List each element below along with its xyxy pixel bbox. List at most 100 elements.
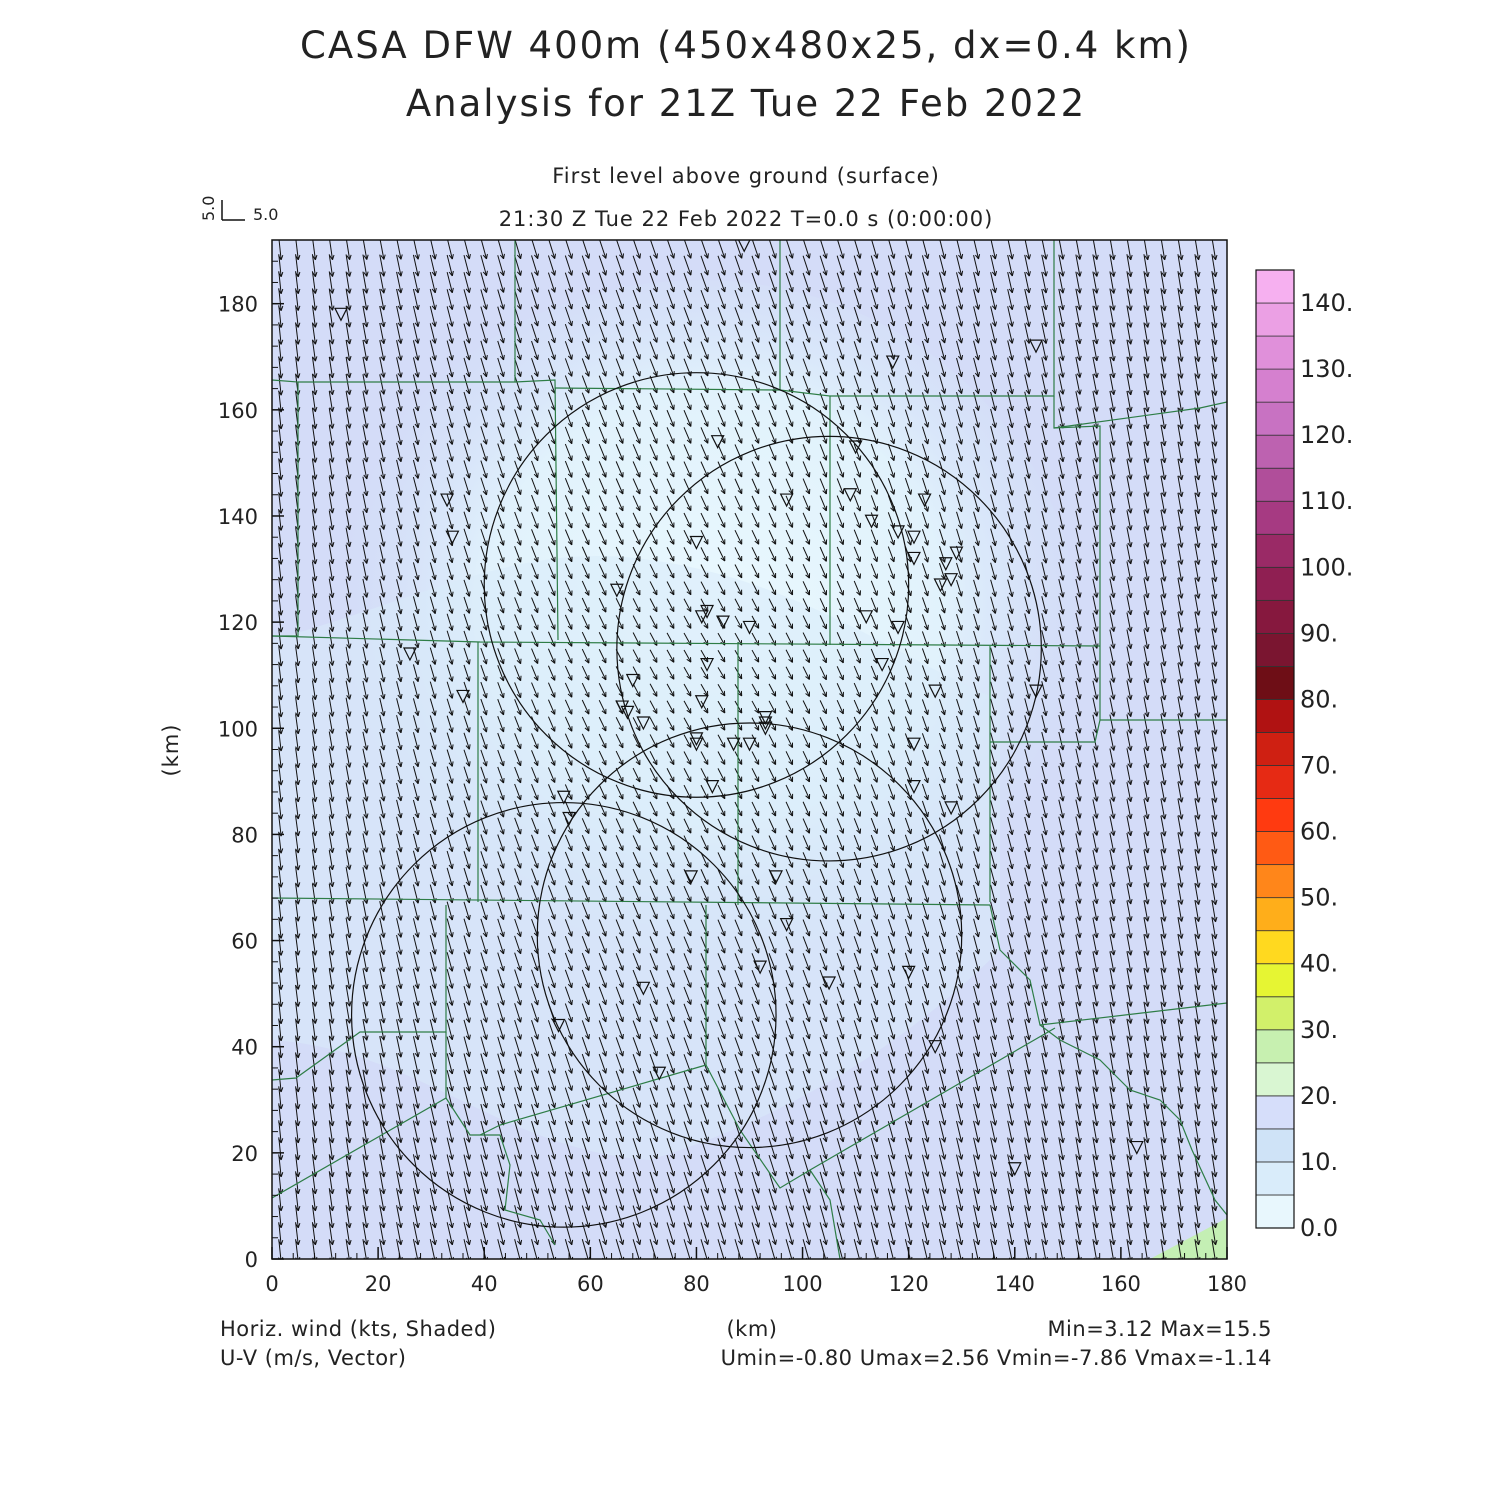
time-label: 21:30 Z Tue 22 Feb 2022 T=0.0 s (0:00:00… [499, 207, 994, 231]
wind-vector [328, 408, 335, 429]
x-tick-label: 140 [995, 1272, 1035, 1296]
wind-vector [345, 917, 352, 939]
wind-vector [328, 1137, 335, 1161]
wind-vector [311, 680, 318, 700]
wind-vector [345, 731, 352, 751]
wind-vector [345, 697, 352, 717]
wind-vector [311, 984, 318, 1007]
wind-vector [295, 917, 301, 939]
wind-vector [295, 1069, 301, 1093]
wind-vector [311, 1086, 318, 1110]
wind-vector [311, 917, 318, 939]
wind-vector [295, 680, 301, 701]
wind-vector [328, 527, 335, 548]
colorbar-swatch [1255, 864, 1295, 899]
wind-vector [278, 950, 284, 973]
wind-vector [345, 968, 352, 990]
wind-vector [278, 747, 284, 769]
wind-vector [295, 356, 301, 379]
wind-vector [278, 544, 284, 565]
wind-vector [295, 832, 301, 854]
wind-vector [311, 1001, 318, 1024]
wind-vector [295, 339, 301, 362]
wind-vector [311, 1035, 318, 1059]
x-tick-label: 120 [889, 1272, 929, 1296]
wind-vector [311, 968, 318, 990]
wind-vector [345, 1035, 352, 1058]
wind-vector [345, 408, 352, 429]
wind-vector [345, 527, 352, 548]
wind-vector [345, 561, 352, 581]
wind-vector [311, 731, 318, 751]
x-tick-label: 100 [783, 1272, 823, 1296]
wind-vector [328, 288, 335, 311]
wind-vector [311, 288, 318, 311]
wind-vector [311, 1222, 318, 1246]
wind-vector [311, 476, 318, 497]
wind-vector [278, 526, 284, 548]
wind-vector [278, 1205, 284, 1229]
wind-vector [295, 900, 301, 922]
wind-vector [295, 271, 301, 295]
wind-vector [328, 900, 335, 922]
colorbar-swatch [1255, 434, 1295, 469]
wind-vector [278, 663, 284, 684]
wind-vector [311, 612, 318, 633]
colorbar-swatch [1255, 566, 1295, 601]
wind-vector [295, 1171, 301, 1195]
wind-vector [345, 1069, 352, 1092]
wind-vector [278, 458, 284, 480]
colorbar-swatch [1255, 401, 1295, 436]
x-tick-label: 160 [1101, 1272, 1141, 1296]
wind-vector [278, 1086, 284, 1110]
wind-vector [295, 765, 301, 786]
wind-vector [311, 527, 318, 548]
wind-vector [345, 544, 352, 564]
wind-vector [295, 663, 301, 684]
wind-vector [345, 985, 352, 1007]
wind-vector [328, 544, 335, 565]
wind-vector [295, 1188, 301, 1212]
wind-vector [345, 866, 352, 887]
colorbar-swatch [1255, 699, 1295, 733]
wind-vector [295, 1103, 301, 1127]
wind-vector [278, 561, 284, 582]
wind-vector [328, 951, 335, 973]
wind-vector [311, 934, 318, 956]
wind-vector [345, 934, 352, 956]
wind-vector [278, 1103, 284, 1127]
wind-vector [328, 1154, 335, 1178]
footer-field-label: Horiz. wind (kts, Shaded) [220, 1317, 496, 1341]
colorbar-swatch [1255, 632, 1295, 667]
wind-vector [278, 407, 284, 430]
colorbar-swatch [1255, 500, 1295, 535]
wind-vector [278, 271, 284, 295]
wind-vector [328, 1171, 335, 1195]
wind-vector [345, 765, 352, 785]
wind-vector [345, 612, 352, 632]
wind-vector [329, 240, 335, 261]
wind-vector [278, 595, 284, 616]
colorbar-swatch [1255, 666, 1295, 700]
wind-vector [328, 561, 335, 582]
wind-vector [328, 305, 335, 328]
wind-vector [295, 629, 301, 650]
wind-vector [328, 390, 335, 412]
colorbar-label: 0.0 [1300, 1214, 1338, 1242]
wind-vector [278, 646, 284, 667]
wind-vector [345, 1154, 352, 1178]
wind-vector [328, 680, 335, 700]
colorbar-swatch [1255, 1161, 1295, 1196]
wind-vector [328, 1052, 335, 1075]
wind-vector [278, 1188, 284, 1212]
wind-vector [345, 714, 352, 734]
wind-vector [295, 748, 301, 769]
wind-vectors [278, 240, 1218, 1259]
wind-vector [311, 815, 318, 837]
reference-vector: 5.0 5.0 [199, 196, 278, 224]
wind-vector [328, 816, 335, 836]
wind-vector [345, 510, 352, 531]
y-tick-label: 160 [218, 399, 258, 423]
wind-vector [345, 459, 352, 480]
